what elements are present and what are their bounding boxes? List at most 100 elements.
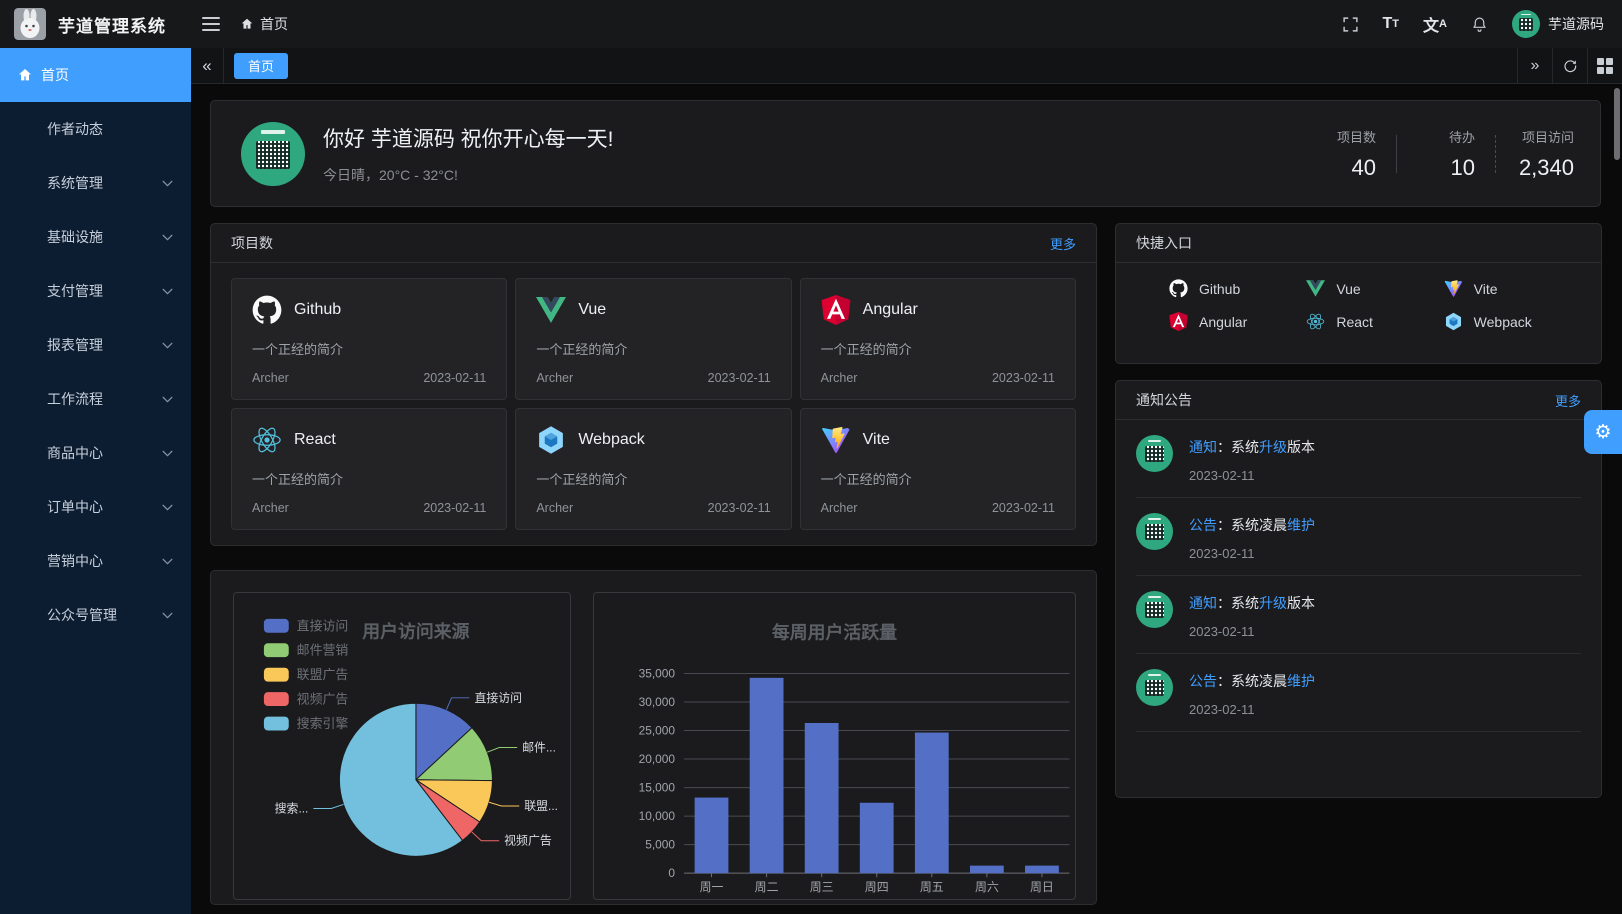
stat-value: 40 [1351,154,1376,180]
svg-text:联盟...: 联盟... [524,799,558,813]
breadcrumb-home-label: 首页 [260,16,288,32]
github-icon [252,295,282,325]
svg-text:邮件...: 邮件... [522,740,556,754]
svg-text:直接访问: 直接访问 [474,691,522,705]
vue-icon [536,295,566,325]
sidebar-menu-item[interactable]: 商品中心 [0,426,191,480]
sidebar-fold-icon[interactable] [202,17,220,31]
home-icon [240,17,254,31]
shortcut-item[interactable]: Webpack [1444,312,1581,331]
project-author: Archer [820,371,858,385]
vite-icon [821,425,851,455]
project-name: Angular [862,301,918,318]
sidebar-menu-item[interactable]: 作者动态 [0,102,191,156]
shortcut-label: Webpack [1473,313,1532,330]
svg-text:周三: 周三 [810,880,834,894]
project-card[interactable]: Github 一个正经的简介 Archer 2023-02-11 [231,278,508,400]
shortcut-item[interactable]: Angular [1169,312,1306,331]
project-card[interactable]: Vue 一个正经的简介 Archer 2023-02-11 [515,278,792,400]
theme-settings-button[interactable]: ⚙ [1584,410,1622,454]
menu-item-label: 作者动态 [47,121,103,137]
project-date: 2023-02-11 [991,501,1055,515]
username: 芋道源码 [1548,16,1604,32]
sidebar-menu-item[interactable]: 系统管理 [0,156,191,210]
project-description: 一个正经的简介 [536,342,628,357]
sidebar-menu-item[interactable]: 营销中心 [0,534,191,588]
menu-item-label: 报表管理 [47,337,103,353]
fullscreen-icon[interactable] [1342,16,1359,33]
menu-item-label: 营销中心 [47,553,103,569]
shortcut-item[interactable]: React [1306,312,1443,331]
svg-text:30,000: 30,000 [639,695,676,709]
sidebar-menu-item[interactable]: 报表管理 [0,318,191,372]
shortcut-item[interactable]: Vite [1444,279,1581,298]
greeting-block: 你好 芋道源码 祝你开心每一天! 今日晴，20°C - 32°C! [323,123,614,185]
project-name: Webpack [578,431,645,448]
sidebar-menu-item[interactable]: 工作流程 [0,372,191,426]
pie-chart-panel: 用户访问来源 直接访问 邮件营销 联盟广告 视频广告 搜索引擎 直接访问 邮件... 联盟...… [233,592,571,900]
notice-title: 通知：系统升级版本 [1189,595,1315,611]
menu-item-label: 工作流程 [47,391,103,407]
stat-label: 项目访问 [1521,129,1574,145]
shortcut-item[interactable]: Github [1169,279,1306,298]
stat-value: 10 [1450,154,1475,180]
shortcut-label: React [1336,313,1373,330]
stat-item: 项目访问 2,340 [1516,127,1574,181]
notice-item[interactable]: 通知：系统升级版本 2023-02-11 [1136,420,1581,498]
projects-title: 项目数 [231,235,273,251]
vue-icon [1306,279,1325,298]
notices-more-link[interactable]: 更多 [1554,393,1581,409]
projects-more-link[interactable]: 更多 [1049,236,1076,252]
notice-item[interactable]: 公告：系统凌晨维护 2023-02-11 [1136,654,1581,732]
project-date: 2023-02-11 [707,371,771,385]
project-name: React [294,431,336,448]
react-icon [1306,312,1325,331]
project-author: Archer [252,501,289,515]
project-author: Archer [252,371,289,385]
shortcuts-grid: Github Vue Vite Angular React Webpack [1116,263,1601,345]
main-content: 你好 芋道源码 祝你开心每一天! 今日晴，20°C - 32°C! 项目数 40… [191,84,1622,914]
breadcrumb[interactable]: 首页 [240,14,288,34]
project-card[interactable]: Angular 一个正经的简介 Archer 2023-02-11 [799,278,1076,400]
notices-card: 通知公告 更多 通知：系统升级版本 2023-02-11 公告：系统凌晨维护 2… [1115,380,1602,798]
shortcut-label: Github [1199,280,1241,297]
shortcut-item[interactable]: Vue [1306,279,1443,298]
projects-card: 项目数 更多 Github 一个正经的简介 Archer 2023-02-11 … [210,223,1097,546]
svg-text:周二: 周二 [755,880,779,894]
project-description: 一个正经的简介 [820,342,912,357]
notices-title: 通知公告 [1136,392,1192,408]
chevron-down-icon [162,396,173,403]
project-date: 2023-02-11 [423,371,487,385]
tabs-scroll-right-icon[interactable]: » [1517,47,1552,84]
notice-date: 2023-02-11 [1189,624,1255,639]
webpack-icon [1444,312,1463,331]
sidebar-menu-item[interactable]: 公众号管理 [0,588,191,642]
vertical-scrollbar[interactable] [1614,88,1620,160]
project-card[interactable]: React 一个正经的简介 Archer 2023-02-11 [231,408,508,530]
notice-item[interactable]: 公告：系统凌晨维护 2023-02-11 [1136,498,1581,576]
refresh-icon[interactable] [1552,47,1587,84]
user-menu[interactable]: 芋道源码 [1512,10,1604,38]
project-card[interactable]: Vite 一个正经的简介 Archer 2023-02-11 [799,408,1076,530]
sidebar-menu-item[interactable]: 订单中心 [0,480,191,534]
layout-grid-icon[interactable] [1587,47,1622,84]
project-card[interactable]: Webpack 一个正经的简介 Archer 2023-02-11 [515,408,792,530]
bar-chart-panel: 每周用户活跃量 0 5,000 10,000 15,000 20,000 25,000 30,… [593,592,1076,900]
bell-icon[interactable] [1471,16,1488,33]
svg-text:用户访问来源: 用户访问来源 [362,621,469,642]
stat-label: 项目数 [1336,129,1376,145]
tab-home[interactable]: 首页 [234,52,289,79]
sidebar-menu-item[interactable]: 支付管理 [0,264,191,318]
tab-bar-actions: » [1517,47,1622,84]
projects-card-header: 项目数 更多 [211,224,1096,263]
notice-item[interactable]: 通知：系统升级版本 2023-02-11 [1136,576,1581,654]
sidebar-menu-item[interactable]: 首页 [0,48,191,102]
user-avatar [1512,10,1540,38]
sidebar-menu-item[interactable]: 基础设施 [0,210,191,264]
notices-card-header: 通知公告 更多 [1116,381,1601,420]
project-description: 一个正经的简介 [536,472,628,487]
tabs-scroll-left-icon[interactable]: « [191,47,224,84]
